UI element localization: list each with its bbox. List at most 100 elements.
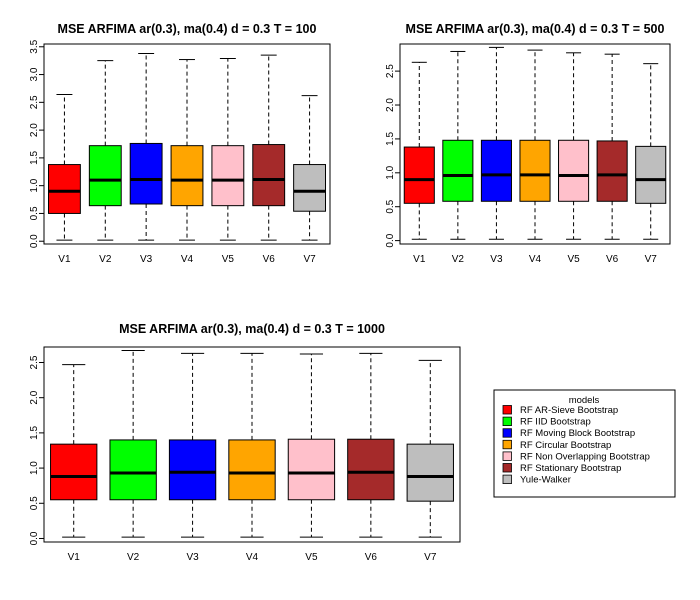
box-iqr: [211, 145, 245, 207]
legend-item-label: RF Stationary Bootstrap: [520, 463, 621, 474]
box-iqr: [403, 146, 435, 204]
x-tick-label: V4: [246, 552, 259, 563]
box-V4: [228, 352, 276, 538]
y-tick-label: 2.0: [385, 98, 396, 112]
y-tick-label: 1.0: [29, 461, 40, 475]
box-V6: [596, 53, 628, 240]
chart-title: MSE ARFIMA ar(0.3), ma(0.4) d = 0.3 T = …: [406, 22, 665, 36]
legend-item-label: Yule-Walker: [520, 475, 571, 486]
box-V1: [47, 94, 81, 241]
y-tick-label: 0.5: [29, 496, 40, 510]
y-tick-label: 0.5: [29, 206, 40, 220]
box-V5: [287, 353, 336, 538]
y-tick-label: 2.5: [29, 355, 40, 369]
box-iqr: [480, 139, 512, 202]
box-V2: [88, 60, 122, 241]
box-iqr: [558, 139, 590, 202]
y-tick-label: 1.0: [385, 165, 396, 179]
box-iqr: [519, 139, 551, 202]
x-tick-label: V5: [567, 254, 580, 265]
legend-item-label: RF AR-Sieve Bootstrap: [520, 405, 618, 416]
legend-item-label: RF Moving Block Bootstrap: [520, 428, 635, 439]
legend-swatch: [502, 439, 512, 450]
box-iqr: [47, 164, 81, 214]
y-tick-label: 2.5: [385, 64, 396, 78]
legend-swatch: [502, 428, 512, 438]
panels: MSE ARFIMA ar(0.3), ma(0.4) d = 0.3 T = …: [29, 22, 671, 563]
plot-frame: [43, 43, 331, 245]
y-tick-label: 0.0: [29, 531, 40, 545]
box-V6: [347, 352, 395, 538]
x-tick-label: V6: [606, 254, 619, 265]
box-V6: [252, 54, 286, 241]
y-tick-label: 2.5: [29, 95, 40, 109]
x-tick-label: V6: [263, 254, 276, 265]
y-tick-label: 2.0: [29, 123, 40, 137]
x-tick-label: V3: [490, 254, 503, 265]
y-axis: 0.0 0.5 1.0 1.5 2.0 2.5: [385, 64, 400, 248]
x-tick-label: V4: [529, 254, 542, 265]
y-tick-label: 1.0: [29, 178, 40, 192]
box-iqr: [228, 439, 276, 501]
x-tick-label: V1: [413, 254, 426, 265]
box-iqr: [252, 144, 286, 207]
box-V2: [442, 50, 474, 240]
box-V7: [635, 63, 667, 240]
box-V1: [50, 364, 98, 538]
chart-panel-1: MSE ARFIMA ar(0.3), ma(0.4) d = 0.3 T = …: [29, 22, 331, 265]
legend-swatch: [502, 405, 512, 415]
box-iqr: [88, 145, 122, 207]
box-V7: [406, 359, 454, 538]
plot-frame: [399, 43, 671, 245]
box-iqr: [129, 142, 163, 205]
x-tick-label: V2: [452, 254, 465, 265]
y-tick-label: 0.5: [385, 199, 396, 213]
box-iqr: [109, 439, 157, 501]
plot-frame: [43, 346, 461, 543]
box-V4: [170, 59, 204, 241]
x-tick-label: V7: [645, 254, 658, 265]
x-tick-label: V1: [68, 552, 81, 563]
x-tick-label: V1: [58, 254, 71, 265]
box-V3: [168, 352, 217, 538]
x-tick-label: V5: [305, 552, 318, 563]
x-tick-label: V7: [424, 552, 437, 563]
x-tick-label: V3: [140, 254, 153, 265]
box-iqr: [596, 140, 628, 202]
box-iqr: [293, 164, 327, 212]
y-tick-label: 0.0: [29, 234, 40, 248]
box-iqr: [50, 443, 98, 501]
legend-item-label: RF Circular Bootstrap: [520, 440, 611, 451]
x-tick-label: V2: [127, 552, 140, 563]
y-tick-label: 1.5: [385, 132, 396, 146]
legend-item-label: RF Non Overlapping Bootstrap: [520, 451, 650, 462]
box-iqr: [170, 145, 204, 207]
y-tick-label: 3.0: [29, 67, 40, 81]
legend-swatch: [502, 451, 512, 461]
y-tick-label: 2.0: [29, 390, 40, 404]
y-tick-label: 1.5: [29, 151, 40, 165]
legend-item-label: RF IID Bootstrap: [520, 417, 591, 428]
chart-title: MSE ARFIMA ar(0.3), ma(0.4) d = 0.3 T = …: [119, 322, 385, 336]
legend-frame: [493, 389, 676, 498]
box-V5: [558, 52, 590, 240]
x-tick-label: V3: [186, 552, 199, 563]
y-axis: 0.0 0.5 1.0 1.5 2.0 2.5: [29, 355, 44, 545]
legend-swatch: [502, 416, 512, 427]
legend-swatch: [502, 463, 512, 473]
box-V3: [129, 52, 163, 241]
x-tick-label: V5: [222, 254, 235, 265]
chart-title: MSE ARFIMA ar(0.3), ma(0.4) d = 0.3 T = …: [58, 22, 317, 36]
legend-swatch: [502, 474, 512, 485]
legend-title: models: [569, 395, 600, 406]
box-V4: [519, 49, 551, 240]
box-V1: [403, 61, 435, 240]
y-tick-label: 1.5: [29, 425, 40, 439]
box-iqr: [347, 438, 395, 501]
x-tick-label: V7: [303, 254, 316, 265]
y-axis: 0.0 0.5 1.0 1.5 2.0 2.5 3.0 3.5: [29, 39, 44, 248]
box-iqr: [635, 145, 667, 204]
